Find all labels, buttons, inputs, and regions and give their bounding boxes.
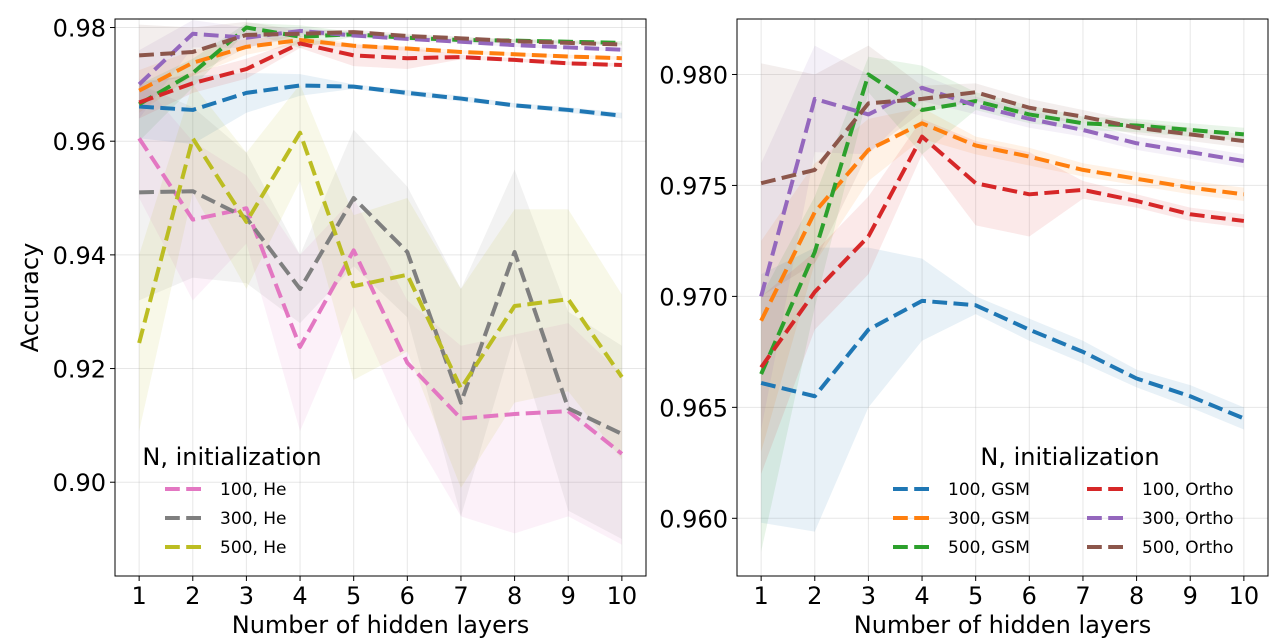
- legend-label: 100, Ortho: [1142, 480, 1233, 500]
- legend-item: 500, GSM: [893, 538, 1030, 558]
- x-tick-label: 10: [607, 582, 638, 610]
- band-100-gsm: [761, 247, 1244, 532]
- series-line-500-ortho: [760, 90, 1245, 186]
- x-axis-label: Number of hidden layers: [232, 611, 529, 639]
- plot-frame: [736, 18, 1269, 577]
- y-tick-label: 0.975: [659, 172, 728, 200]
- series-line-100-gsm: [139, 83, 623, 118]
- band-100-gsm: [139, 72, 622, 145]
- series-lines: [759, 72, 1245, 421]
- x-tick-label: 9: [1183, 582, 1198, 610]
- x-axis-label: Number of hidden layers: [854, 611, 1151, 639]
- band-100-he: [139, 78, 622, 545]
- x-tick-label: 3: [239, 582, 254, 610]
- legend-title: N, initialization: [980, 443, 1159, 471]
- series-line-300-ortho: [759, 85, 1245, 297]
- y-tick-label: 0.970: [659, 283, 728, 311]
- y-tick-label: 0.90: [53, 469, 106, 497]
- legend-item: 300, Ortho: [1087, 509, 1233, 529]
- series-line-300-gsm: [138, 38, 622, 93]
- right-panel: 1 2 3 4 5 6 7 8 9 10 0.960 0.965 0.970 0.975 0.980 Numb…: [659, 18, 1269, 639]
- band-300-he: [139, 84, 622, 540]
- legend-item: 100, GSM: [893, 480, 1030, 500]
- legend-item: 500, Ortho: [1087, 538, 1233, 558]
- series-line-100-he: [137, 137, 624, 456]
- legend-label: 300, Ortho: [1142, 509, 1233, 529]
- y-tick-label: 0.960: [659, 505, 728, 533]
- y-tick-label: 0.92: [53, 356, 106, 384]
- legend-item: 500, He: [165, 538, 287, 558]
- x-tick-label: 4: [292, 582, 307, 610]
- x-tick-label: 4: [914, 582, 929, 610]
- series-line-300-ortho: [137, 28, 622, 86]
- x-tick-label: 1: [753, 582, 768, 610]
- series-line-500-he: [137, 130, 624, 391]
- series-lines: [137, 25, 624, 456]
- x-tick-label: 6: [1022, 582, 1037, 610]
- legend: N, initialization 100, He 300, He 500, He: [142, 443, 321, 558]
- legend-item: 300, GSM: [893, 509, 1030, 529]
- legend-label: 500, He: [220, 538, 287, 558]
- x-tick-label: 3: [861, 582, 876, 610]
- legend-label: 500, GSM: [948, 538, 1030, 558]
- plot-frame: [114, 18, 647, 577]
- series-line-100-ortho: [759, 134, 1245, 369]
- band-500-ortho: [761, 45, 1244, 297]
- y-tick-label: 0.96: [53, 128, 106, 156]
- series-line-100-gsm: [760, 298, 1245, 421]
- legend-label: 300, He: [220, 509, 287, 529]
- legend-title: N, initialization: [142, 443, 321, 471]
- x-tick-label: 2: [185, 582, 200, 610]
- legend-label: 500, Ortho: [1142, 538, 1233, 558]
- x-tick-label: 5: [968, 582, 983, 610]
- series-line-300-gsm: [759, 121, 1245, 322]
- y-tick-label: 0.980: [659, 61, 728, 89]
- series-line-500-ortho: [139, 30, 622, 58]
- x-tick-label: 5: [346, 582, 361, 610]
- y-axis-label: Accuracy: [16, 243, 44, 353]
- legend-label: 300, GSM: [948, 509, 1030, 529]
- left-panel: 1 2 3 4 5 6 7 8 9 10 0.90 0.92 0.94 0.96 0.98 Number of…: [16, 15, 647, 639]
- y-tick-label: 0.94: [53, 242, 106, 270]
- x-tick-label: 8: [1129, 582, 1144, 610]
- x-tick-label: 10: [1229, 582, 1260, 610]
- band-300-ortho: [761, 45, 1244, 430]
- y-tick-label: 0.965: [659, 394, 728, 422]
- x-tick-label: 6: [400, 582, 415, 610]
- legend-label: 100, He: [220, 480, 287, 500]
- series-line-500-gsm: [759, 72, 1245, 375]
- x-tick-label: 2: [807, 582, 822, 610]
- legend-item: 100, He: [165, 480, 287, 500]
- legend-item: 100, Ortho: [1087, 480, 1233, 500]
- x-tick-label: 7: [453, 582, 468, 610]
- legend-item: 300, He: [165, 509, 287, 529]
- legend: N, initialization 100, GSM 300, GSM 500, GS…: [893, 443, 1233, 558]
- band-500-he: [139, 84, 622, 488]
- y-tick-label: 0.98: [53, 15, 106, 43]
- legend-label: 100, GSM: [948, 480, 1030, 500]
- x-tick-label: 9: [561, 582, 576, 610]
- x-tick-label: 7: [1075, 582, 1090, 610]
- series-line-300-he: [139, 189, 623, 436]
- x-tick-label: 1: [131, 582, 146, 610]
- x-tick-label: 8: [507, 582, 522, 610]
- series-line-100-ortho: [138, 41, 622, 105]
